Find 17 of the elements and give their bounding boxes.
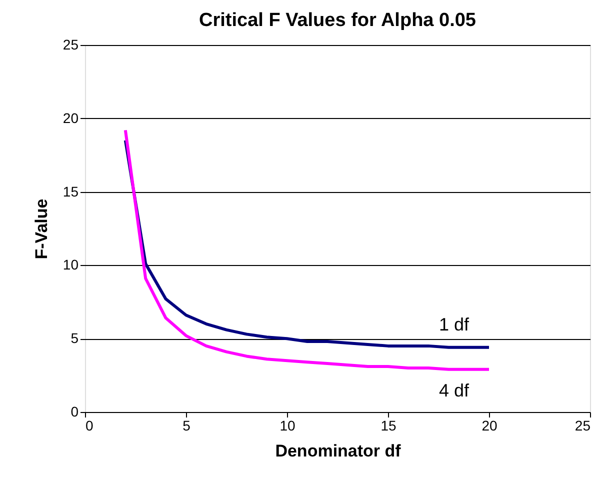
series-label: 4 df	[438, 380, 470, 400]
x-axis-title: Denominator df	[275, 442, 402, 460]
y-axis-title: F-Value	[32, 198, 51, 260]
x-tick-label: 0	[86, 418, 94, 434]
x-tick-label: 10	[280, 418, 296, 434]
y-tick-label: 25	[62, 36, 79, 52]
y-tick-label: 10	[62, 256, 79, 273]
x-tick-label: 25	[574, 418, 591, 434]
y-tick-label: 15	[62, 183, 79, 200]
x-tick-label: 5	[182, 418, 191, 434]
chart-title: Critical F Values for Alpha 0.05	[198, 10, 476, 31]
y-tick-label: 5	[70, 330, 79, 346]
y-tick-label: 0	[70, 404, 79, 420]
series-label: 1 df	[438, 314, 470, 334]
x-tick-label: 20	[482, 418, 498, 434]
x-tick-label: 15	[380, 418, 396, 434]
y-tick-label: 20	[62, 110, 79, 126]
